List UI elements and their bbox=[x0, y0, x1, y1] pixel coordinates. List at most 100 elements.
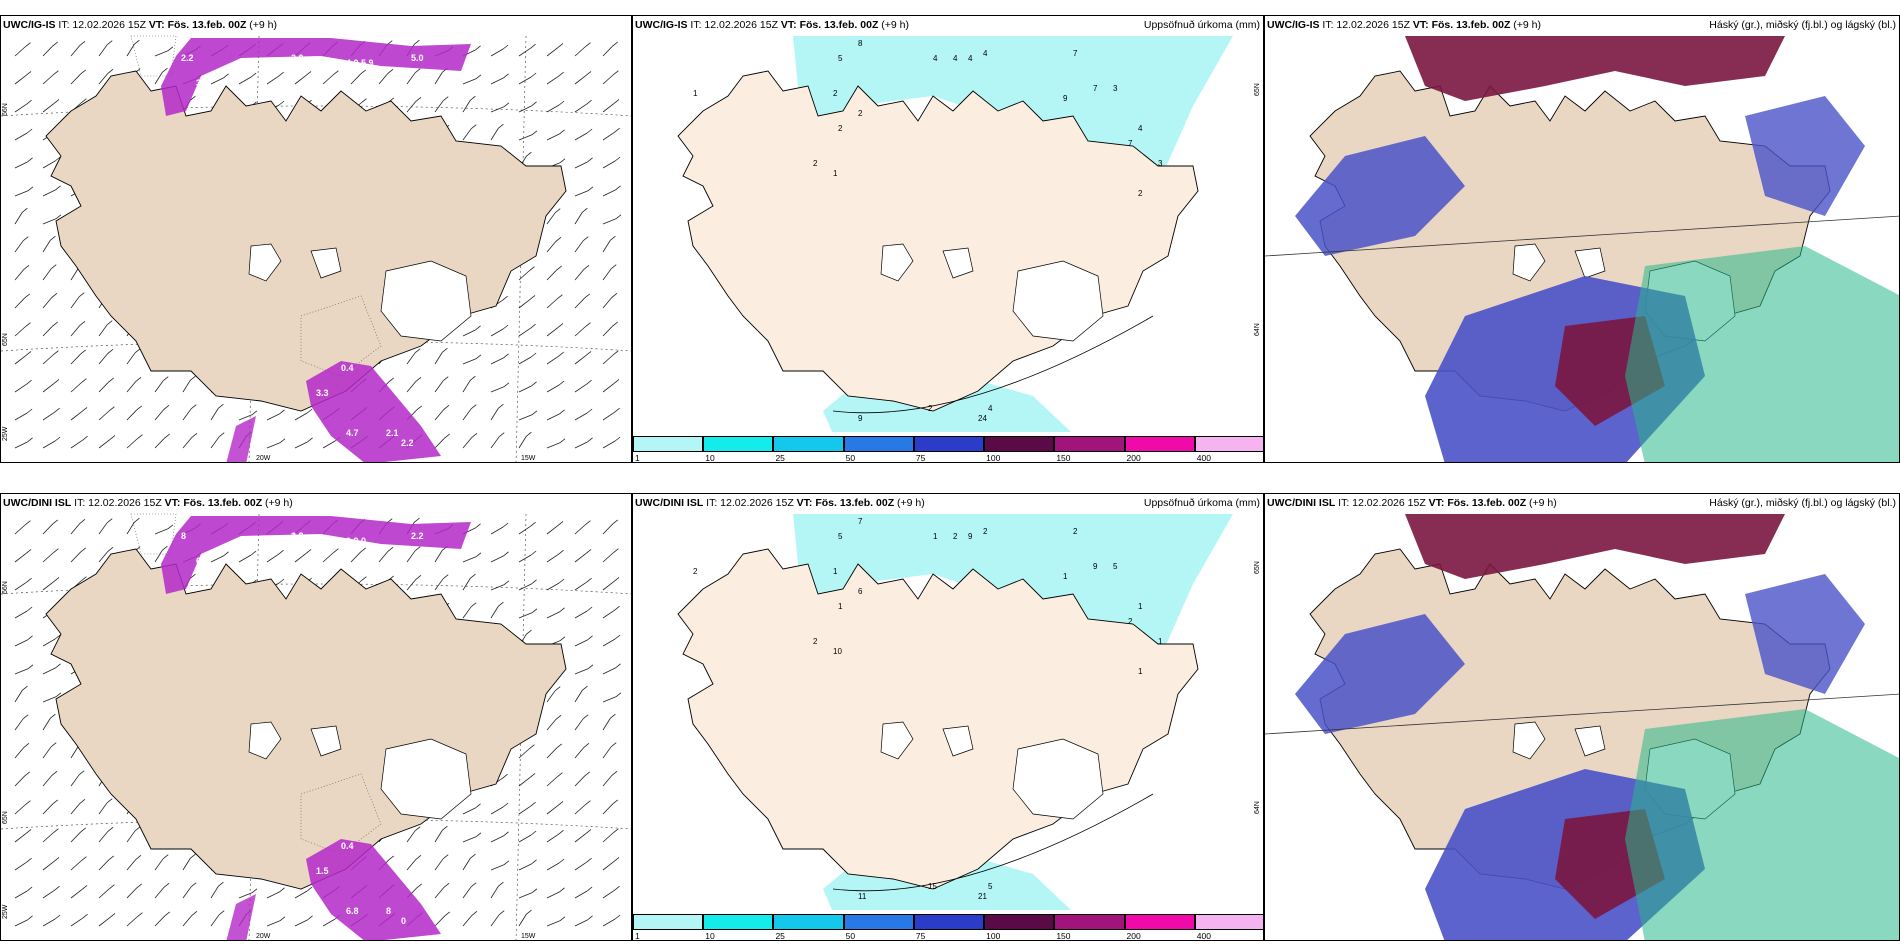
wind-barb bbox=[98, 551, 109, 563]
wind-barb bbox=[574, 412, 588, 421]
wind-barb bbox=[42, 918, 56, 927]
wind-barb-flag bbox=[526, 151, 532, 157]
wind-barb bbox=[42, 383, 55, 393]
wind-barb-flag bbox=[614, 407, 620, 413]
wind-barb bbox=[70, 523, 81, 535]
wind-barb-flag bbox=[475, 354, 482, 360]
wind-barb bbox=[546, 833, 559, 843]
wind-barb bbox=[546, 104, 560, 113]
wind-barb bbox=[126, 43, 135, 57]
wind-barb bbox=[70, 411, 83, 421]
wind-barb bbox=[434, 351, 443, 365]
wind-barb bbox=[462, 915, 473, 927]
wind-barb-flag bbox=[22, 207, 28, 213]
wind-barb-flag bbox=[279, 409, 285, 415]
wind-barb bbox=[546, 413, 560, 421]
wind-barb-flag bbox=[306, 408, 313, 414]
wind-barb-flag bbox=[585, 351, 592, 356]
wind-barb-flag bbox=[278, 549, 284, 555]
latitude-line bbox=[1, 105, 631, 117]
wind-barb bbox=[434, 100, 444, 113]
wind-barb bbox=[406, 352, 416, 365]
wind-barb-flag bbox=[614, 156, 621, 162]
precip-contour bbox=[832, 793, 1154, 892]
wind-barb-flag bbox=[109, 435, 116, 440]
precip-value-label: 2.1 bbox=[386, 428, 399, 438]
wind-barb bbox=[574, 441, 588, 449]
wind-barb-flag bbox=[613, 577, 620, 582]
precip-value-label: 4 bbox=[1138, 124, 1143, 133]
wind-barb bbox=[42, 297, 53, 309]
wind-barb bbox=[602, 189, 616, 197]
cloud-map bbox=[1265, 36, 1899, 462]
precip-value-label: 9 bbox=[1093, 562, 1098, 571]
wind-barb bbox=[182, 915, 193, 927]
wind-barb bbox=[70, 325, 81, 337]
wind-barb-flag bbox=[586, 857, 592, 863]
wind-barb bbox=[210, 555, 224, 563]
wind-barb bbox=[518, 913, 527, 927]
precip-value-label: 3.0 bbox=[291, 53, 304, 63]
colorbar-tick-label: 75 bbox=[915, 931, 926, 941]
wind-barb-flag bbox=[78, 292, 85, 297]
wind-barb bbox=[14, 581, 27, 591]
wind-barb bbox=[490, 806, 504, 815]
wind-barb-flag bbox=[190, 404, 197, 409]
precip-value-label: 1.5 bbox=[331, 536, 344, 546]
wind-barb-flag bbox=[526, 431, 532, 437]
precip-value-label: 8 bbox=[858, 39, 863, 48]
wind-barb-flag bbox=[470, 375, 476, 381]
wind-barb bbox=[518, 863, 532, 871]
wind-barb-flag bbox=[558, 71, 564, 77]
wind-barb-flag bbox=[502, 802, 509, 808]
wind-barb bbox=[462, 556, 477, 563]
wind-barb-flag bbox=[558, 549, 564, 555]
wind-barb bbox=[490, 436, 500, 449]
wind-barb-flag bbox=[475, 552, 482, 558]
precip-band bbox=[306, 361, 441, 462]
wind-barb-flag bbox=[81, 576, 87, 581]
wind-barb bbox=[14, 240, 24, 253]
wind-barb-flag bbox=[278, 100, 285, 106]
wind-barb-flag bbox=[444, 433, 450, 439]
colorbar-tick-label: 50 bbox=[845, 453, 856, 463]
wind-barb bbox=[490, 864, 505, 871]
panel-header: UWC/DINI ISL IT: 12.02.2026 15Z VT: Fös.… bbox=[3, 497, 293, 509]
wind-barb bbox=[14, 161, 28, 169]
wind-barb bbox=[42, 45, 54, 57]
wind-barb-flag bbox=[223, 73, 229, 79]
wind-barb-flag bbox=[612, 799, 618, 805]
panel-clouds-dini: UWC/DINI ISL IT: 12.02.2026 15Z VT: Fös.… bbox=[1264, 493, 1900, 941]
wind-barb bbox=[518, 414, 533, 421]
wind-barb bbox=[70, 831, 82, 843]
wind-barb-flag bbox=[475, 803, 481, 809]
wind-barb bbox=[42, 717, 51, 731]
high-cloud bbox=[1405, 36, 1785, 101]
wind-barb-flag bbox=[190, 375, 196, 381]
wind-barb-flag bbox=[54, 436, 61, 442]
wind-barb-flag bbox=[584, 771, 590, 777]
wind-barb bbox=[602, 803, 614, 815]
glacier bbox=[248, 721, 282, 760]
wind-barb bbox=[42, 861, 55, 871]
wind-barb-flag bbox=[414, 348, 421, 353]
wind-barb-flag bbox=[190, 95, 196, 101]
wind-barb bbox=[546, 920, 561, 927]
latitude-label: 65N bbox=[2, 333, 9, 346]
wind-barb bbox=[546, 241, 557, 253]
wind-barb-flag bbox=[529, 744, 535, 749]
cloud-map bbox=[1265, 514, 1899, 940]
wind-barb bbox=[574, 75, 587, 85]
wind-barb bbox=[518, 76, 532, 85]
wind-barb bbox=[266, 413, 280, 421]
wind-barb bbox=[14, 132, 28, 141]
wind-barb bbox=[434, 887, 445, 899]
wind-barb-flag bbox=[556, 743, 562, 749]
wind-barb bbox=[518, 612, 533, 619]
wind-barb-flag bbox=[26, 857, 32, 863]
wind-barb-flag bbox=[531, 608, 538, 614]
wind-barb bbox=[406, 101, 417, 113]
wind-barb-flag bbox=[26, 886, 33, 892]
wind-barb-flag bbox=[55, 214, 62, 220]
wind-barb-flag bbox=[502, 44, 509, 50]
